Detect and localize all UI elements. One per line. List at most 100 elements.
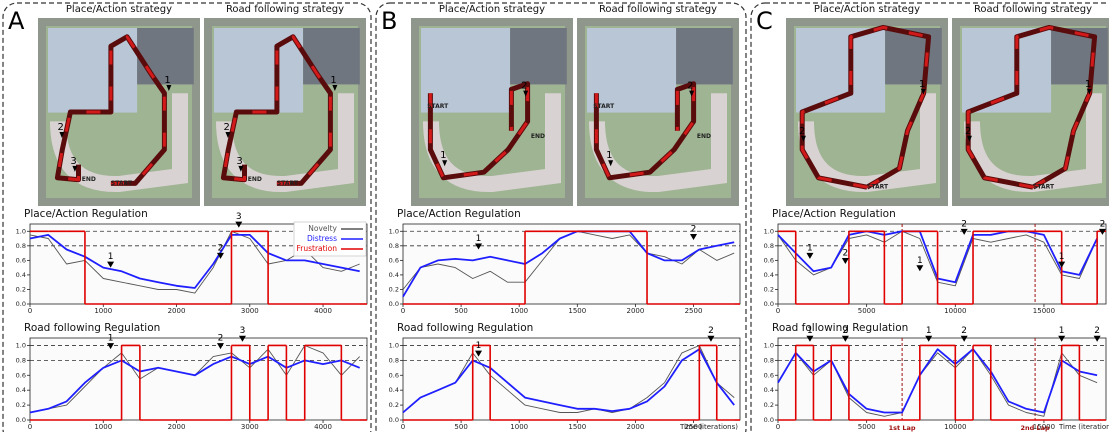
map-arrow bbox=[689, 90, 695, 97]
x-tick-label: 5000 bbox=[858, 307, 876, 315]
annotation-arrow bbox=[806, 252, 814, 259]
annotation-arrow bbox=[806, 335, 814, 342]
map-label: START bbox=[593, 103, 615, 110]
y-tick-label: 0.4 bbox=[764, 271, 774, 279]
map-label: 2 bbox=[223, 122, 229, 133]
annotation-label: 1 bbox=[108, 252, 114, 262]
x-tick-label: 2000 bbox=[626, 423, 644, 431]
y-tick-label: 0.8 bbox=[16, 356, 26, 364]
x-axis-label: Time (iterations) bbox=[679, 423, 738, 431]
map-title: Road following strategy bbox=[599, 4, 717, 15]
map-arrow bbox=[523, 90, 529, 97]
annotation-arrow bbox=[916, 265, 924, 272]
map-label: START bbox=[111, 180, 133, 187]
annotation-arrow bbox=[475, 243, 483, 250]
chart-title: Road following Regulation bbox=[24, 322, 160, 334]
y-tick-label: 0.6 bbox=[16, 256, 26, 264]
y-tick-label: 0.6 bbox=[764, 256, 774, 264]
x-tick-label: 1500 bbox=[568, 307, 586, 315]
x-tick-label: 500 bbox=[454, 423, 467, 431]
x-tick-label: 1000 bbox=[94, 307, 112, 315]
map-building-shadow bbox=[510, 28, 567, 85]
map-label: 1 bbox=[919, 79, 925, 90]
map-building bbox=[796, 28, 886, 113]
map-arrow bbox=[238, 165, 244, 172]
map-label: END bbox=[248, 176, 262, 183]
map-building-shadow bbox=[303, 28, 360, 85]
annotation-label: 1 bbox=[108, 334, 114, 344]
y-tick-label: 0.0 bbox=[764, 416, 774, 424]
panel-label: A bbox=[8, 7, 25, 35]
x-tick-label: 5000 bbox=[858, 423, 876, 431]
series-line bbox=[402, 348, 735, 414]
x-tick-label: 1000 bbox=[510, 307, 528, 315]
y-tick-label: 0.2 bbox=[389, 401, 399, 409]
map-building-shadow bbox=[885, 28, 942, 85]
map-trajectory-highlight bbox=[800, 25, 931, 189]
legend-label: Distress bbox=[307, 234, 337, 243]
annotation-label: 2 bbox=[843, 326, 849, 336]
map-arrow bbox=[166, 85, 172, 92]
annotation-arrow bbox=[841, 335, 849, 342]
map-building bbox=[962, 28, 1052, 113]
annotation-label: 1 bbox=[807, 326, 813, 336]
x-tick-label: 10000 bbox=[944, 307, 966, 315]
map-label: END bbox=[531, 133, 545, 140]
map-label: 1 bbox=[1085, 79, 1091, 90]
annotation-arrow bbox=[1058, 335, 1066, 342]
map-label: START bbox=[427, 103, 449, 110]
y-tick-label: 0.0 bbox=[16, 416, 26, 424]
annotation-label: 1 bbox=[926, 326, 932, 336]
annotation-label: 2 bbox=[218, 243, 224, 253]
y-tick-label: 1.0 bbox=[764, 341, 774, 349]
y-tick-label: 0.8 bbox=[389, 356, 399, 364]
map-label: 1 bbox=[330, 75, 336, 86]
map-building-shadow bbox=[137, 28, 194, 85]
chart-title: Place/Action Regulation bbox=[772, 208, 896, 220]
map-title: Road following strategy bbox=[974, 4, 1092, 15]
y-tick-label: 0.4 bbox=[16, 386, 26, 394]
x-tick-label: 1500 bbox=[568, 423, 586, 431]
x-tick-label: 0 bbox=[776, 423, 780, 431]
map-label: 3 bbox=[236, 156, 242, 167]
x-tick-label: 15000 bbox=[1033, 307, 1055, 315]
map-trajectory-highlight bbox=[966, 25, 1097, 189]
y-tick-label: 0.0 bbox=[389, 416, 399, 424]
map-arrow bbox=[72, 165, 78, 172]
legend-label: Novelty bbox=[308, 224, 337, 233]
x-tick-label: 2000 bbox=[168, 423, 186, 431]
map-trajectory bbox=[54, 34, 167, 186]
annotation-arrow bbox=[235, 221, 243, 228]
annotation-arrow bbox=[238, 335, 246, 342]
x-tick-label: 0 bbox=[776, 307, 780, 315]
map-label: END bbox=[697, 133, 711, 140]
x-tick-label: 10000 bbox=[944, 423, 966, 431]
map-label: START bbox=[277, 180, 299, 187]
map-title: Place/Action strategy bbox=[66, 4, 172, 15]
chart-title: Place/Action Regulation bbox=[24, 208, 148, 220]
chart-title: Place/Action Regulation bbox=[397, 208, 521, 220]
x-tick-label: 2500 bbox=[685, 423, 703, 431]
y-tick-label: 0.8 bbox=[389, 242, 399, 250]
annotation-arrow bbox=[841, 258, 849, 264]
y-tick-label: 0.2 bbox=[16, 285, 26, 293]
y-tick-label: 0.8 bbox=[764, 242, 774, 250]
annotation-label: 2 bbox=[218, 334, 224, 344]
legend-label: Frustration bbox=[297, 244, 338, 253]
map-building-shadow bbox=[1051, 28, 1108, 85]
panel-frame bbox=[750, 2, 1109, 432]
y-tick-label: 0.2 bbox=[389, 285, 399, 293]
annotation-label: 3 bbox=[240, 326, 246, 336]
x-tick-label: 2500 bbox=[685, 307, 703, 315]
annotation-label: 1 bbox=[476, 234, 482, 244]
y-tick-label: 0.4 bbox=[764, 386, 774, 394]
map-label: END bbox=[82, 176, 96, 183]
panel-frame bbox=[2, 2, 372, 432]
y-tick-label: 1.0 bbox=[764, 227, 774, 235]
x-tick-label: 4000 bbox=[314, 307, 332, 315]
map-label: START bbox=[1033, 184, 1055, 191]
annotation-label: 2 bbox=[961, 326, 967, 336]
y-tick-label: 1.0 bbox=[16, 341, 26, 349]
y-tick-label: 0.6 bbox=[389, 256, 399, 264]
map-arrow bbox=[332, 85, 338, 92]
